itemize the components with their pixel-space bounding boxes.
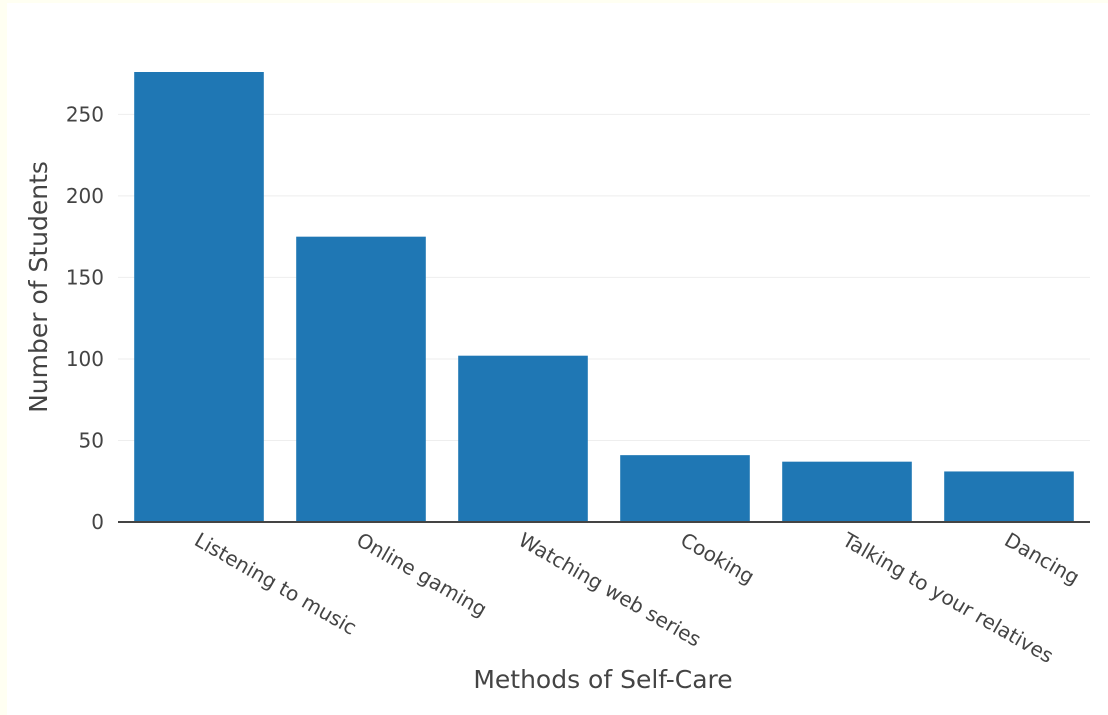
bar[interactable]	[782, 461, 912, 522]
x-tick-label: Online gaming	[353, 528, 492, 622]
y-axis-title: Number of Students	[24, 161, 53, 413]
chart-frame: 0 50 100 150 200 250 Listening to music Online…	[7, 3, 1108, 715]
bar[interactable]	[944, 471, 1074, 522]
gridlines	[118, 113, 1090, 441]
y-tick-label: 0	[91, 510, 104, 534]
y-tick-label: 50	[79, 428, 104, 452]
y-tick-label: 250	[66, 102, 104, 126]
y-axis-ticks: 0 50 100 150 200 250	[66, 102, 104, 534]
x-tick-label: Dancing	[1001, 528, 1084, 590]
x-tick-label: Listening to music	[191, 528, 361, 640]
y-tick-label: 200	[66, 184, 104, 208]
x-tick-label: Cooking	[677, 528, 759, 589]
bar[interactable]	[296, 236, 426, 522]
bar[interactable]	[458, 355, 588, 522]
bar-chart: 0 50 100 150 200 250 Listening to musicOnline…	[24, 72, 1090, 694]
bar[interactable]	[134, 72, 264, 522]
x-axis-title: Methods of Self-Care	[473, 665, 732, 694]
y-tick-label: 100	[66, 347, 104, 371]
y-tick-label: 150	[66, 265, 104, 289]
bars	[134, 72, 1074, 522]
bar[interactable]	[620, 455, 750, 522]
